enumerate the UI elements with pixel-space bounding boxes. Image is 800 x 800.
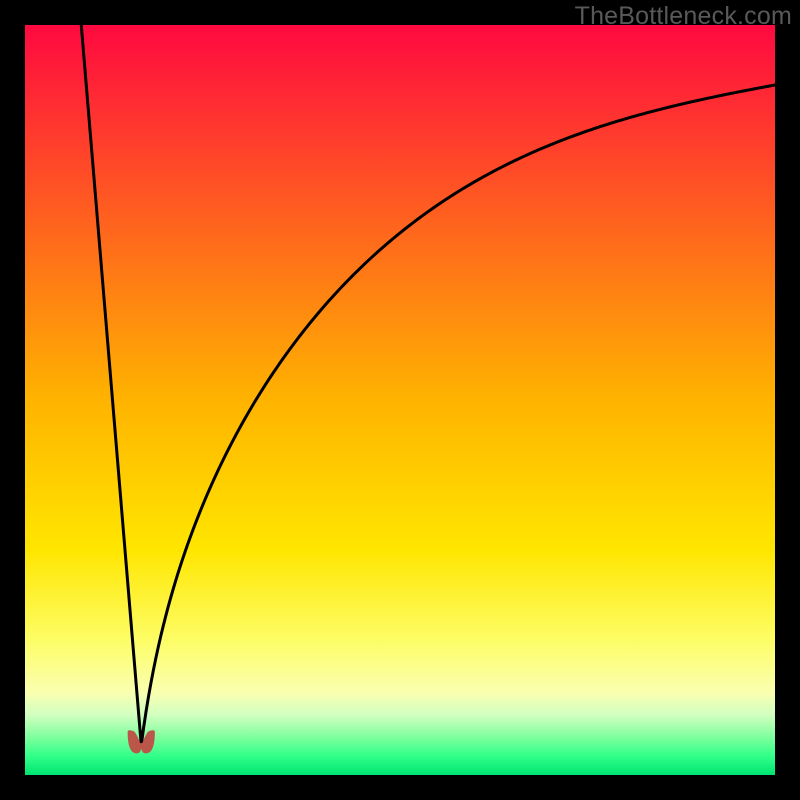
plot-background (25, 25, 775, 775)
chart-container: TheBottleneck.com (0, 0, 800, 800)
watermark-text: TheBottleneck.com (575, 2, 792, 31)
bottleneck-chart (0, 0, 800, 800)
